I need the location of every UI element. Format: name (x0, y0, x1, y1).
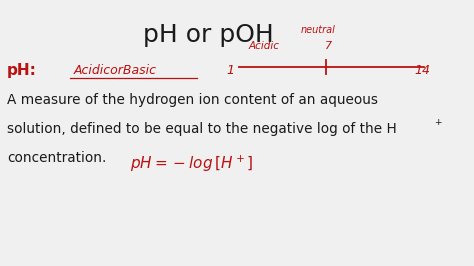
Text: 1: 1 (227, 64, 235, 77)
Text: 7: 7 (325, 41, 332, 51)
Text: concentration.: concentration. (7, 151, 107, 165)
Text: AcidicorBasic: AcidicorBasic (73, 64, 156, 77)
Text: solution, defined to be equal to the negative log of the H: solution, defined to be equal to the neg… (7, 122, 397, 136)
Text: Acidic: Acidic (249, 41, 280, 51)
Text: A measure of the hydrogen ion content of an aqueous: A measure of the hydrogen ion content of… (7, 93, 378, 107)
Text: $\it{pH = -log\,[H^+]}$: $\it{pH = -log\,[H^+]}$ (130, 153, 254, 174)
Text: pH or pOH: pH or pOH (143, 23, 274, 47)
Text: +: + (434, 118, 442, 127)
Text: 14: 14 (415, 64, 431, 77)
Text: pH:: pH: (7, 63, 37, 78)
Text: neutral: neutral (301, 25, 336, 35)
